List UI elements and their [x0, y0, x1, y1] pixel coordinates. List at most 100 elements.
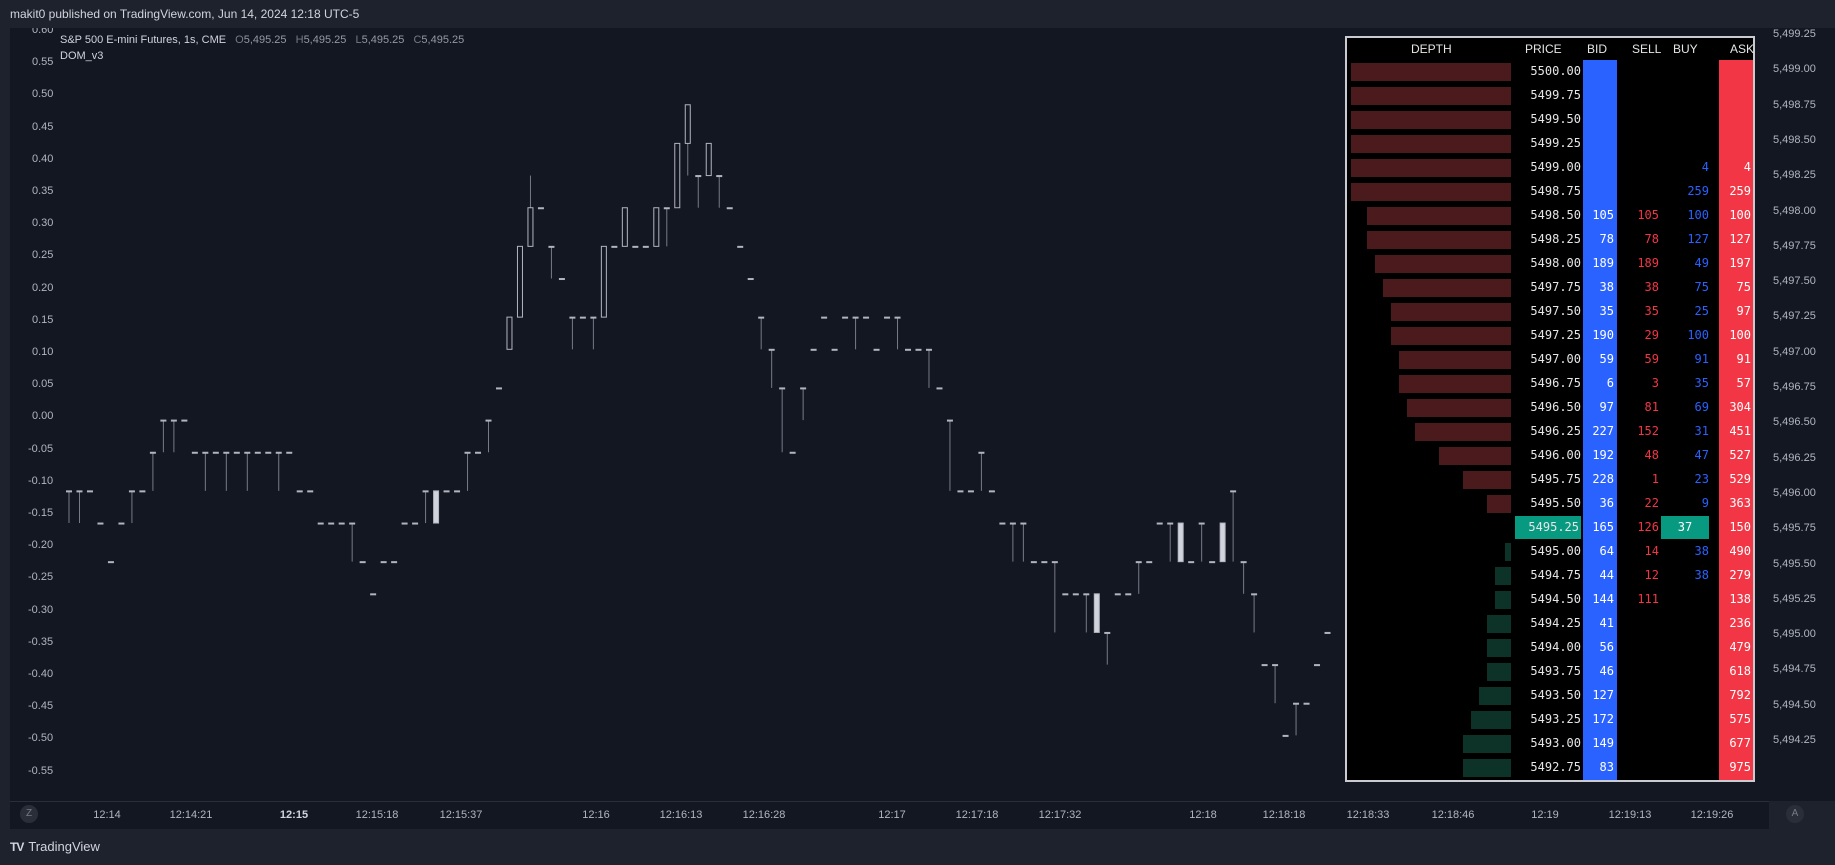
dom-row[interactable]: 5497.75 38 38 75 75	[1347, 276, 1753, 300]
dom-row[interactable]: 5493.25 172 575	[1347, 708, 1753, 732]
dom-sell-cell: 81	[1644, 400, 1659, 414]
dom-buy-cell: 100	[1687, 208, 1709, 222]
dom-buy-cell: 100	[1687, 328, 1709, 342]
dom-bid-cell: 35	[1599, 304, 1614, 318]
depth-bar	[1495, 591, 1511, 609]
price-axis-tick: 5,495.75	[1773, 522, 1816, 535]
dom-row[interactable]: 5494.50 144 111 138	[1347, 588, 1753, 612]
dom-ask-cell: 304	[1729, 400, 1751, 414]
dom-row[interactable]: 5495.25 165 126 37 150	[1347, 516, 1753, 540]
dom-sell-cell: 59	[1644, 352, 1659, 366]
depth-bar	[1367, 207, 1511, 225]
dom-row[interactable]: 5500.00	[1347, 60, 1753, 84]
depth-bar	[1391, 303, 1511, 321]
dom-buy-cell: 38	[1694, 568, 1709, 582]
dom-row[interactable]: 5496.00 192 48 47 527	[1347, 444, 1753, 468]
dom-sell-cell: 48	[1644, 448, 1659, 462]
dom-row[interactable]: 5498.75 259 259	[1347, 180, 1753, 204]
price-axis-tick: 5,497.75	[1773, 239, 1816, 252]
dom-row[interactable]: 5493.50 127 792	[1347, 684, 1753, 708]
dom-price-cell: 5497.50	[1530, 304, 1581, 318]
candle	[212, 451, 219, 454]
dom-price-cell: 5492.75	[1530, 760, 1581, 774]
dom-ask-cell: 490	[1729, 544, 1751, 558]
dom-row[interactable]: 5495.50 36 22 9 363	[1347, 492, 1753, 516]
candle	[1251, 593, 1258, 633]
price-scale[interactable]: 5,499.25 5,499.00 5,498.75 5,498.50 5,498.25…	[1765, 28, 1835, 801]
candle	[537, 207, 544, 210]
dom-row[interactable]: 5497.50 35 35 25 97	[1347, 300, 1753, 324]
dom-row[interactable]: 5499.00 4 4	[1347, 156, 1753, 180]
candle	[422, 490, 429, 524]
dom-ask-cell: 100	[1729, 328, 1751, 342]
candle	[978, 451, 985, 491]
tradingview-logo[interactable]: TV TradingView	[10, 839, 100, 854]
candle	[936, 387, 943, 390]
open-value: 5,495.25	[243, 34, 287, 46]
dom-row[interactable]: 5498.25 78 78 127 127	[1347, 228, 1753, 252]
dom-row[interactable]: 5494.25 41 236	[1347, 612, 1753, 636]
dom-row[interactable]: 5493.00 149 677	[1347, 732, 1753, 756]
dom-row[interactable]: 5493.75 46 618	[1347, 660, 1753, 684]
dom-buy-cell: 38	[1694, 544, 1709, 558]
price-header: PRICE	[1525, 42, 1562, 56]
dom-buy-cell: 49	[1694, 256, 1709, 270]
auto-scale-button[interactable]: A	[1786, 805, 1804, 823]
dom-row[interactable]: 5494.75 44 12 38 279	[1347, 564, 1753, 588]
dom-sell-cell: 189	[1637, 256, 1659, 270]
price-axis-tick: 5,494.25	[1773, 734, 1816, 746]
dom-row[interactable]: 5495.75 228 1 23 529	[1347, 468, 1753, 492]
candle	[1240, 561, 1247, 594]
dom-bid-cell: 97	[1599, 400, 1614, 414]
depth-bar	[1471, 711, 1511, 729]
depth-bar	[1463, 759, 1511, 777]
dom-row[interactable]: 5496.75 6 3 35 57	[1347, 372, 1753, 396]
dom-row[interactable]: 5496.25 227 152 31 451	[1347, 420, 1753, 444]
dom-price-cell: 5494.00	[1530, 640, 1581, 654]
symbol-title[interactable]: S&P 500 E-mini Futures, 1s, CME	[60, 34, 227, 46]
depth-bar	[1487, 495, 1511, 513]
candle	[1135, 561, 1142, 594]
dom-row[interactable]: 5495.00 64 14 38 490	[1347, 540, 1753, 564]
left-axis-tick: -0.50	[28, 732, 54, 745]
dom-price-cell: 5495.75	[1530, 472, 1581, 486]
low-value: 5,495.25	[361, 34, 405, 46]
indicator-title[interactable]: DOM_v3	[60, 50, 104, 62]
depth-bar	[1391, 327, 1511, 345]
candle	[684, 104, 691, 176]
dom-ask-cell: 138	[1729, 592, 1751, 606]
price-axis-tick: 5,496.75	[1773, 381, 1816, 393]
zoom-reset-button[interactable]: Z	[20, 805, 38, 823]
dom-row[interactable]: 5499.25	[1347, 132, 1753, 156]
dom-row[interactable]: 5498.00 189 189 49 197	[1347, 252, 1753, 276]
candle	[810, 348, 817, 351]
ask-header: ASK	[1730, 42, 1755, 56]
dom-ask-cell: 479	[1729, 640, 1751, 654]
depth-bar	[1463, 735, 1511, 753]
candle	[1324, 631, 1331, 634]
candle	[611, 245, 618, 248]
left-axis-tick: -0.25	[28, 571, 54, 584]
low-label: L	[355, 34, 362, 46]
chart-legend: S&P 500 E-mini Futures, 1s, CME O5,495.2…	[60, 34, 470, 62]
dom-buy-cell: 91	[1694, 352, 1709, 366]
dom-row[interactable]: 5499.75	[1347, 84, 1753, 108]
dom-row[interactable]: 5497.00 59 59 91 91	[1347, 348, 1753, 372]
dom-sell-cell: 126	[1637, 520, 1659, 534]
dom-buy-cell: 25	[1694, 304, 1709, 318]
dom-row[interactable]: 5494.00 56 479	[1347, 636, 1753, 660]
candle	[863, 316, 870, 319]
time-axis-tick: 12:15:37	[439, 809, 483, 821]
dom-row[interactable]: 5499.50	[1347, 108, 1753, 132]
dom-row[interactable]: 5498.50 105 105 100 100	[1347, 204, 1753, 228]
time-scale[interactable]: 12:14 12:14:21 12:15 12:15:18 12:15:37 12:16 1…	[10, 801, 1769, 830]
dom-row[interactable]: 5492.75 83 975	[1347, 756, 1753, 780]
dom-bid-cell: 44	[1599, 568, 1614, 582]
depth-bar	[1367, 231, 1511, 249]
dom-row[interactable]: 5496.50 97 81 69 304	[1347, 396, 1753, 420]
ohlc-values: O5,495.25 H5,495.25 L5,495.25 C5,495.25	[235, 34, 470, 46]
close-label: C	[413, 34, 422, 46]
dom-row[interactable]: 5497.25 190 29 100 100	[1347, 324, 1753, 348]
price-axis-tick: 5,498.75	[1773, 98, 1816, 111]
depth-bar	[1487, 615, 1511, 633]
